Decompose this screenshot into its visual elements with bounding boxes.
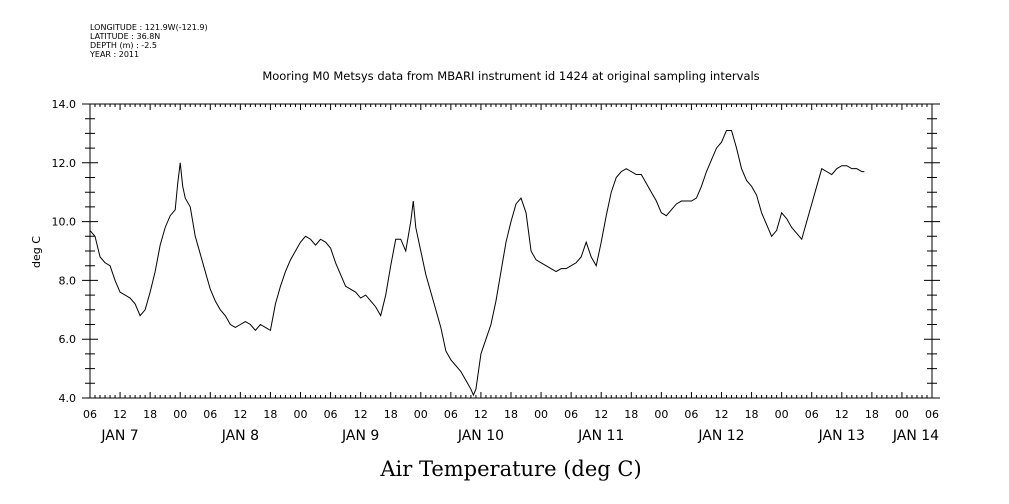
day-label: JAN 7 <box>100 428 138 444</box>
x-tick-label: 18 <box>263 408 277 421</box>
y-tick-label: 12.0 <box>52 157 77 170</box>
day-label: JAN 9 <box>341 428 379 444</box>
x-tick-label: 18 <box>384 408 398 421</box>
x-tick-label: 06 <box>83 408 97 421</box>
x-tick-label: 06 <box>684 408 698 421</box>
x-tick-label: 18 <box>504 408 518 421</box>
x-tick-label: 00 <box>775 408 789 421</box>
day-label: JAN 10 <box>457 428 504 444</box>
day-label: JAN 14 <box>892 428 939 444</box>
y-tick-label: 8.0 <box>59 274 77 287</box>
x-tick-label: 18 <box>143 408 157 421</box>
chart-title: Mooring M0 Metsys data from MBARI instru… <box>262 69 759 83</box>
x-tick-label: 00 <box>414 408 428 421</box>
y-tick-label: 10.0 <box>52 216 77 229</box>
x-tick-label: 12 <box>113 408 127 421</box>
day-label: JAN 11 <box>577 428 624 444</box>
axis-ticks <box>82 103 940 399</box>
x-tick-label: 12 <box>474 408 488 421</box>
x-tick-label: 18 <box>745 408 759 421</box>
y-tick-label: 6.0 <box>59 333 77 346</box>
x-axis-label: Air Temperature (deg C) <box>379 457 641 481</box>
y-tick-label: 4.0 <box>59 392 77 405</box>
x-tick-label: 06 <box>805 408 819 421</box>
day-labels: JAN 7 JAN 8 JAN 9 JAN 10 JAN 11 JAN 12 JAN 13 J… <box>100 428 939 444</box>
x-tick-label: 18 <box>624 408 638 421</box>
x-tick-label: 12 <box>233 408 247 421</box>
x-tick-label: 06 <box>324 408 338 421</box>
day-label: JAN 12 <box>697 428 744 444</box>
x-tick-labels: 06 12 18 00 06 12 18 00 06 12 18 00 06 12 18 00 06 12 18 00… <box>83 408 939 421</box>
x-tick-label: 00 <box>534 408 548 421</box>
plot-frame <box>89 103 933 399</box>
x-tick-label: 00 <box>654 408 668 421</box>
x-tick-label: 00 <box>294 408 308 421</box>
x-tick-label: 00 <box>173 408 187 421</box>
x-tick-label: 06 <box>564 408 578 421</box>
year-label: YEAR : 2011 <box>90 50 140 59</box>
x-tick-label: 06 <box>925 408 939 421</box>
y-axis-label: deg C <box>30 236 43 268</box>
longitude-label: LONGITUDE : 121.9W(-121.9) <box>90 23 208 32</box>
x-tick-label: 18 <box>865 408 879 421</box>
y-tick-label: 14.0 <box>52 98 77 111</box>
x-tick-label: 06 <box>444 408 458 421</box>
day-label: JAN 13 <box>818 428 865 444</box>
x-tick-label: 06 <box>203 408 217 421</box>
latitude-label: LATITUDE : 36.8N <box>90 32 161 41</box>
x-tick-label: 12 <box>354 408 368 421</box>
depth-label: DEPTH (m) : -2.5 <box>90 41 157 50</box>
y-tick-labels: 4.0 6.0 8.0 10.0 12.0 14.0 <box>52 98 77 405</box>
tick-marks <box>82 103 940 399</box>
air-temperature-series-line <box>89 129 865 397</box>
x-tick-label: 12 <box>835 408 849 421</box>
x-tick-label: 00 <box>895 408 909 421</box>
x-tick-label: 12 <box>594 408 608 421</box>
x-tick-label: 12 <box>715 408 729 421</box>
day-label: JAN 8 <box>221 428 259 444</box>
